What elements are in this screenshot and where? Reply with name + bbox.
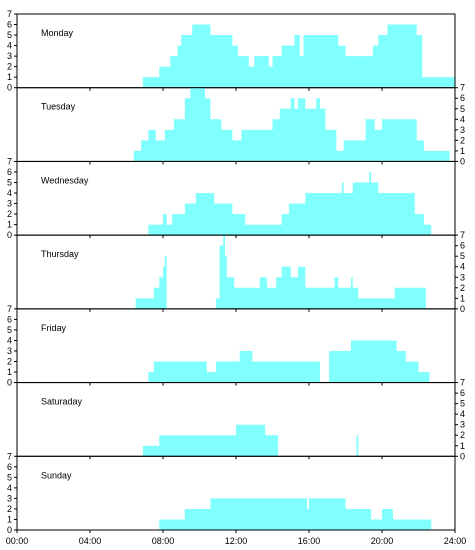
- day-label: Thursday: [41, 249, 79, 259]
- y-tick-label: 1: [7, 367, 12, 377]
- y-tick-label: 0: [7, 230, 12, 240]
- y-tick-label: 5: [460, 104, 465, 114]
- y-tick-label: 4: [7, 41, 12, 51]
- y-tick-label: 7: [7, 451, 12, 461]
- y-tick-label: 5: [460, 251, 465, 261]
- y-tick-label: 4: [7, 188, 12, 198]
- y-tick-label: 6: [7, 462, 12, 472]
- y-tick-label: 4: [7, 335, 12, 345]
- y-tick-label: 2: [7, 504, 12, 514]
- x-tick-label: 08:00: [152, 536, 175, 546]
- day-label: Tuesday: [41, 102, 76, 112]
- y-tick-label: 0: [7, 378, 12, 388]
- y-tick-label: 5: [7, 325, 12, 335]
- y-tick-label: 5: [460, 399, 465, 409]
- y-tick-label: 1: [460, 293, 465, 303]
- activity-area: [133, 87, 456, 162]
- y-tick-label: 7: [460, 378, 465, 388]
- y-tick-label: 5: [7, 177, 12, 187]
- y-tick-label: 6: [460, 93, 465, 103]
- y-tick-label: 4: [460, 409, 465, 419]
- y-tick-label: 6: [7, 314, 12, 324]
- y-tick-label: 1: [7, 72, 12, 82]
- y-tick-label: 7: [7, 156, 12, 166]
- y-tick-label: 4: [7, 483, 12, 493]
- activity-area: [148, 171, 455, 236]
- y-tick-label: 7: [460, 83, 465, 93]
- y-tick-label: 2: [460, 135, 465, 145]
- y-tick-label: 7: [460, 230, 465, 240]
- y-tick-label: 7: [7, 9, 12, 19]
- y-tick-label: 3: [460, 272, 465, 282]
- day-label: Wednesday: [41, 175, 89, 185]
- y-tick-label: 1: [7, 220, 12, 230]
- activity-area: [142, 24, 456, 88]
- y-tick-label: 6: [7, 20, 12, 30]
- day-label: Friday: [41, 323, 67, 333]
- y-tick-label: 3: [7, 51, 12, 61]
- activity-area: [135, 235, 455, 309]
- y-tick-label: 5: [7, 472, 12, 482]
- y-tick-label: 0: [460, 451, 465, 461]
- day-label: Sunday: [41, 470, 72, 480]
- y-tick-label: 1: [460, 441, 465, 451]
- x-tick-label: 20:00: [371, 536, 394, 546]
- x-tick-label: 12:00: [225, 536, 248, 546]
- x-tick-label: 24:00: [444, 536, 467, 546]
- y-tick-label: 0: [460, 156, 465, 166]
- activity-area: [159, 498, 455, 530]
- y-tick-label: 7: [7, 304, 12, 314]
- x-tick-label: 16:00: [298, 536, 321, 546]
- y-tick-label: 3: [460, 420, 465, 430]
- y-tick-label: 3: [460, 125, 465, 135]
- y-tick-label: 6: [460, 241, 465, 251]
- activity-area: [148, 340, 455, 383]
- y-tick-label: 4: [460, 114, 465, 124]
- y-tick-label: 6: [460, 388, 465, 398]
- y-tick-label: 2: [7, 357, 12, 367]
- y-tick-label: 3: [7, 493, 12, 503]
- y-tick-label: 2: [7, 62, 12, 72]
- y-tick-label: 6: [7, 167, 12, 177]
- activity-area: [142, 424, 456, 457]
- y-tick-label: 0: [460, 304, 465, 314]
- y-tick-label: 3: [7, 346, 12, 356]
- y-tick-label: 4: [460, 262, 465, 272]
- x-tick-label: 00:00: [6, 536, 29, 546]
- y-tick-label: 1: [7, 514, 12, 524]
- y-tick-label: 1: [460, 146, 465, 156]
- y-tick-label: 2: [460, 430, 465, 440]
- y-tick-label: 2: [460, 283, 465, 293]
- y-tick-label: 3: [7, 199, 12, 209]
- y-tick-label: 5: [7, 30, 12, 40]
- day-label: Monday: [41, 28, 74, 38]
- y-tick-label: 0: [7, 525, 12, 535]
- x-tick-label: 04:00: [79, 536, 102, 546]
- y-tick-label: 2: [7, 209, 12, 219]
- day-label: Saturaday: [41, 397, 83, 407]
- y-tick-label: 0: [7, 83, 12, 93]
